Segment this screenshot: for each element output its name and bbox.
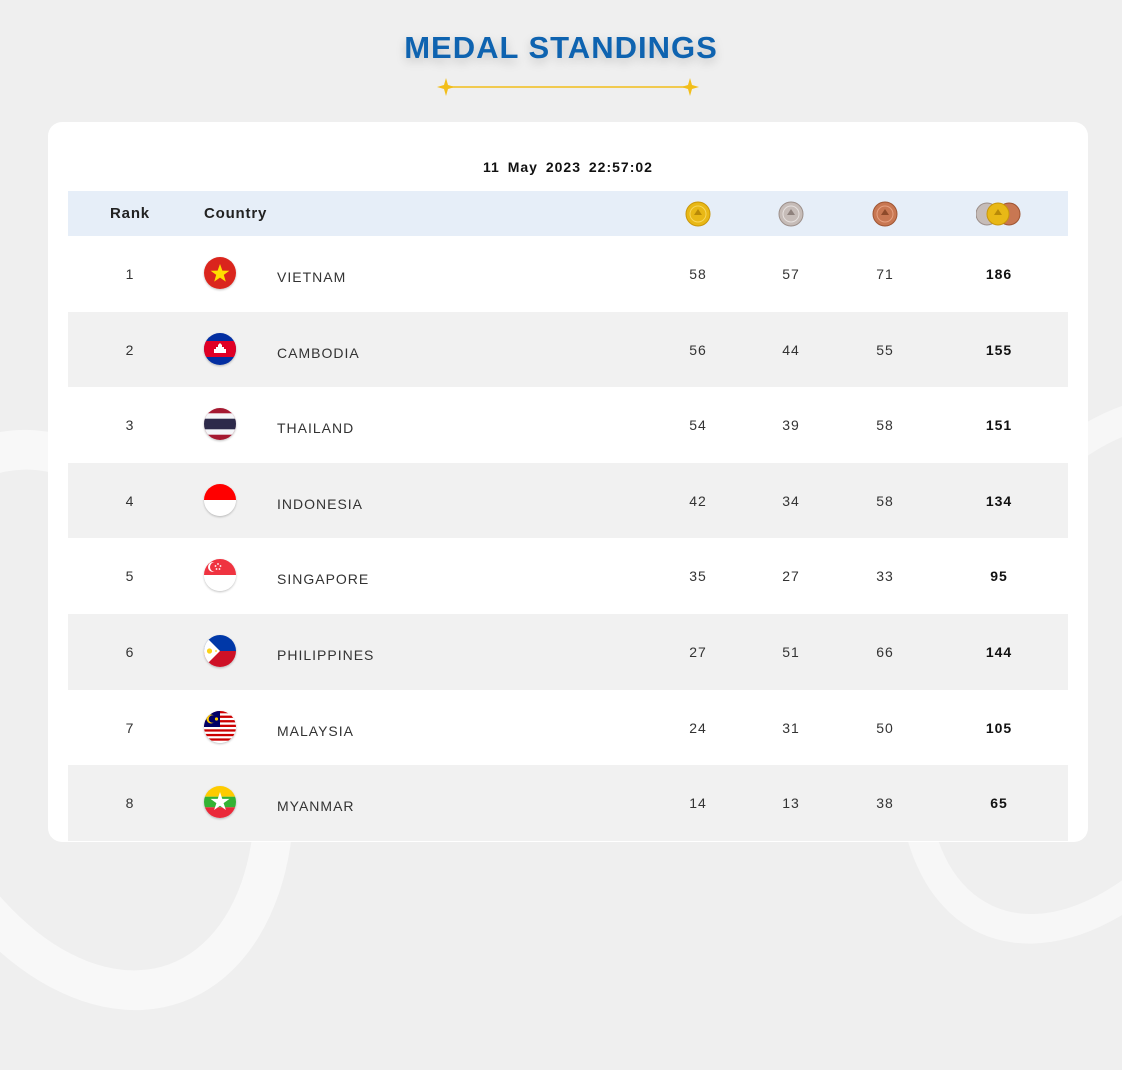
rank-cell: 4: [125, 492, 135, 509]
country-name: PHILIPPINES: [277, 646, 375, 663]
thailand-flag-icon: [204, 408, 236, 441]
silver-count: 57: [782, 266, 800, 282]
country-name: THAILAND: [277, 420, 355, 437]
rank-cell: 3: [125, 417, 135, 434]
total-count: 134: [985, 492, 1013, 509]
silver-medal-icon: [778, 201, 804, 227]
country-header: Country: [204, 205, 268, 222]
country-name: MYANMAR: [277, 798, 355, 815]
total-count: 105: [985, 719, 1013, 736]
country-name: INDONESIA: [277, 495, 364, 512]
sparkle-icon: [437, 78, 455, 96]
gold-count: 24: [689, 719, 707, 736]
table-row: 7 MALAYSIA 24 31: [68, 690, 1068, 766]
rank-cell: 1: [125, 266, 135, 282]
bronze-count: 33: [876, 568, 894, 585]
table-row: 5 SINGAPORE 35 27 33 95: [68, 538, 1068, 614]
gold-count: 42: [689, 492, 707, 509]
gold-count: 56: [689, 341, 707, 358]
total-medals-icon: [976, 202, 1021, 226]
page-title: MEDAL STANDINGS: [404, 30, 718, 65]
table-row: 4 INDONESIA 42 34 58 134: [68, 462, 1068, 539]
singapore-flag-icon: [204, 559, 236, 592]
title-divider: [437, 78, 699, 96]
bronze-count: 55: [876, 341, 894, 358]
country-name: CAMBODIA: [277, 344, 360, 361]
silver-count: 27: [782, 568, 800, 585]
table-row: 6 PHILIPPINES 27 51 66 144: [68, 613, 1068, 690]
table-row: 2 CAMBODIA 56 44 55 155: [68, 311, 1068, 388]
myanmar-flag-icon: [204, 786, 236, 819]
bronze-count: 38: [876, 795, 894, 812]
page-header: MEDAL STANDINGS: [0, 30, 1122, 66]
country-name: VIETNAM: [277, 269, 347, 285]
philippines-flag-icon: [204, 634, 236, 667]
gold-count: 14: [689, 795, 707, 812]
gold-count: 35: [689, 568, 707, 585]
bronze-count: 71: [876, 266, 894, 282]
silver-count: 13: [782, 795, 800, 812]
rank-cell: 6: [125, 643, 135, 660]
rank-header: Rank: [110, 205, 150, 222]
total-count: 144: [985, 643, 1013, 660]
medal-table: Rank Country: [68, 191, 1068, 841]
gold-count: 58: [689, 266, 707, 282]
medal-table-card: 11 May 2023 22:57:02 Rank Country: [48, 122, 1088, 842]
bronze-count: 66: [876, 643, 894, 660]
bronze-count: 50: [876, 719, 894, 736]
gold-count: 27: [689, 643, 707, 660]
total-count: 65: [990, 795, 1008, 812]
total-count: 186: [985, 266, 1013, 282]
table-row: 1 VIETNAM 58 57 71 186: [68, 236, 1068, 312]
country-name: SINGAPORE: [277, 571, 370, 588]
bronze-medal-icon: [872, 201, 898, 227]
table-header: Rank Country: [68, 191, 1068, 236]
vietnam-flag-icon: [204, 257, 236, 289]
total-count: 95: [990, 568, 1008, 585]
silver-count: 51: [782, 643, 800, 660]
silver-count: 39: [782, 417, 800, 434]
silver-count: 31: [782, 719, 800, 736]
cambodia-flag-icon: [204, 332, 236, 365]
gold-medal-icon: [685, 201, 711, 227]
rank-cell: 5: [125, 568, 135, 585]
total-count: 155: [985, 341, 1013, 358]
indonesia-flag-icon: [204, 483, 236, 516]
rank-cell: 7: [125, 719, 135, 736]
rank-cell: 2: [125, 341, 135, 358]
rank-cell: 8: [125, 795, 135, 812]
total-count: 151: [985, 417, 1013, 434]
gold-count: 54: [689, 417, 707, 434]
update-timestamp: 11 May 2023 22:57:02: [483, 159, 653, 175]
malaysia-flag-icon: [204, 710, 236, 743]
silver-count: 44: [782, 341, 800, 358]
table-row: 3 THAILAND 54 39 58 151: [68, 387, 1068, 463]
bronze-count: 58: [876, 417, 894, 434]
table-row: 8 MYANMAR 14 13 38 65: [68, 765, 1068, 841]
silver-count: 34: [782, 492, 800, 509]
country-name: MALAYSIA: [277, 722, 354, 739]
bronze-count: 58: [876, 492, 894, 509]
sparkle-icon: [681, 78, 699, 96]
